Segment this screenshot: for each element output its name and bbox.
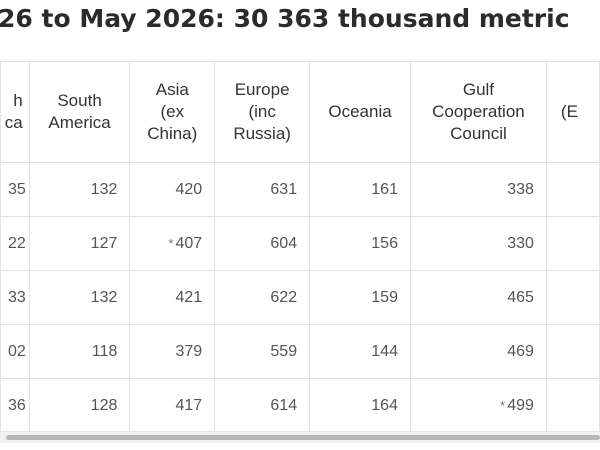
table-cell-south_america: 132 bbox=[28, 270, 131, 325]
table-cell-asia: 417 bbox=[129, 378, 216, 433]
cell-value: 417 bbox=[175, 396, 203, 414]
cell-value: 407 bbox=[175, 234, 203, 252]
table-cell-next bbox=[545, 162, 600, 217]
column-header-oceania: Oceania bbox=[309, 61, 411, 163]
table-cell-gcc: 330 bbox=[409, 216, 547, 271]
table-row: 22 127 * 407 604 156 330 bbox=[0, 216, 600, 271]
table-cell-oceania: 156 bbox=[309, 216, 411, 271]
table-cell-europe: 614 bbox=[214, 378, 311, 433]
cell-value: 22 bbox=[7, 234, 26, 252]
cell-value: 161 bbox=[371, 180, 398, 198]
cell-value: 02 bbox=[7, 342, 26, 360]
cell-value: 330 bbox=[507, 234, 534, 252]
footnote-marker: * bbox=[500, 397, 506, 413]
column-header-gcc: Gulf Cooperation Council bbox=[409, 61, 547, 163]
table-cell-gcc: * 499 bbox=[409, 378, 547, 433]
cell-value: 465 bbox=[507, 288, 534, 306]
cell-value: 614 bbox=[270, 396, 298, 414]
production-table: h ca South America Asia (ex China) Europe (inc Ru… bbox=[0, 61, 600, 433]
table-cell-gcc: 338 bbox=[409, 162, 547, 217]
cell-value: 164 bbox=[371, 396, 398, 414]
cell-value: 559 bbox=[270, 342, 298, 360]
table-cell-asia: * 407 bbox=[129, 216, 216, 271]
column-header-next: (E bbox=[545, 61, 600, 163]
cell-value: 144 bbox=[371, 342, 398, 360]
table-cell-europe: 631 bbox=[214, 162, 311, 217]
table-cell-south_america: 118 bbox=[28, 324, 131, 379]
table-cell-oceania: 164 bbox=[309, 378, 411, 433]
horizontal-scrollbar[interactable] bbox=[0, 431, 600, 443]
cell-value: 159 bbox=[371, 288, 398, 306]
table-cell-south_america: 127 bbox=[28, 216, 131, 271]
table-row: 35 132 420 631 161 338 bbox=[0, 162, 600, 217]
cell-value: 421 bbox=[175, 288, 203, 306]
cell-value: 118 bbox=[91, 342, 118, 360]
footnote-marker: * bbox=[168, 235, 174, 251]
table-cell-gcc: 465 bbox=[409, 270, 547, 325]
table-cell-gcc: 469 bbox=[409, 324, 547, 379]
table-cell-north_america: 36 bbox=[0, 378, 30, 433]
table-row: 02 118 379 559 144 469 bbox=[0, 324, 600, 379]
cell-value: 338 bbox=[507, 180, 534, 198]
column-header-north_america: h ca bbox=[0, 61, 30, 163]
cell-value: 35 bbox=[7, 180, 26, 198]
table-cell-europe: 622 bbox=[214, 270, 311, 325]
table-row: 33 132 421 622 159 465 bbox=[0, 270, 600, 325]
cell-value: 469 bbox=[507, 342, 534, 360]
table-cell-oceania: 159 bbox=[309, 270, 411, 325]
table-cell-south_america: 132 bbox=[28, 162, 131, 217]
table-cell-north_america: 02 bbox=[0, 324, 30, 379]
table-cell-next bbox=[545, 270, 600, 325]
cell-value: 128 bbox=[90, 396, 118, 414]
table-cell-europe: 604 bbox=[214, 216, 311, 271]
table-cell-asia: 420 bbox=[129, 162, 216, 217]
table-cell-oceania: 144 bbox=[309, 324, 411, 379]
page-title: 26 to May 2026: 30 363 thousand metric bbox=[0, 4, 570, 33]
table-cell-next bbox=[545, 324, 600, 379]
column-header-europe: Europe (inc Russia) bbox=[214, 61, 311, 163]
table-cell-next bbox=[545, 216, 600, 271]
table-cell-asia: 421 bbox=[129, 270, 216, 325]
scrollbar-thumb[interactable] bbox=[6, 435, 600, 440]
table-row: 36 128 417 614 164 * 499 bbox=[0, 378, 600, 433]
table-cell-north_america: 33 bbox=[0, 270, 30, 325]
column-header-asia: Asia (ex China) bbox=[129, 61, 216, 163]
cell-value: 420 bbox=[175, 180, 203, 198]
column-header-south_america: South America bbox=[28, 61, 131, 163]
table-cell-south_america: 128 bbox=[28, 378, 131, 433]
cell-value: 604 bbox=[270, 234, 298, 252]
cell-value: 132 bbox=[90, 288, 118, 306]
table-cell-asia: 379 bbox=[129, 324, 216, 379]
table-cell-north_america: 22 bbox=[0, 216, 30, 271]
cell-value: 127 bbox=[90, 234, 118, 252]
cell-value: 33 bbox=[7, 288, 26, 306]
header-row: h ca South America Asia (ex China) Europe (inc Ru… bbox=[0, 61, 600, 163]
cell-value: 379 bbox=[175, 342, 203, 360]
cell-value: 132 bbox=[90, 180, 118, 198]
table-cell-north_america: 35 bbox=[0, 162, 30, 217]
cell-value: 36 bbox=[7, 396, 26, 414]
table-cell-europe: 559 bbox=[214, 324, 311, 379]
table-cell-next bbox=[545, 378, 600, 433]
cell-value: 156 bbox=[371, 234, 398, 252]
cell-value: 499 bbox=[507, 396, 534, 414]
table-cell-oceania: 161 bbox=[309, 162, 411, 217]
cell-value: 631 bbox=[270, 180, 298, 198]
cell-value: 622 bbox=[270, 288, 298, 306]
